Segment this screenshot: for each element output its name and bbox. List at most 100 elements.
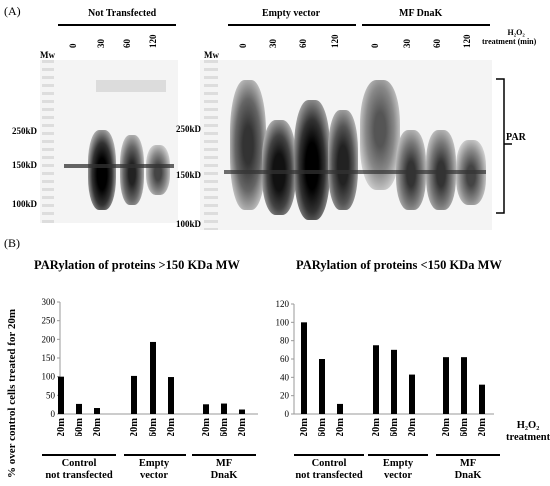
- group-header-not-transfected: Not Transfected: [88, 8, 157, 19]
- chart-title-left: PARylation of proteins >150 KDa MW: [34, 258, 240, 272]
- x-tick-label-2: 120m: [335, 418, 346, 436]
- bar-chart-left: 0 50 100 150 200 250 300 20m 60m 120m 20m 60m 120m 20…: [42, 297, 258, 436]
- bar-5-120m: [409, 374, 415, 414]
- bar-4-60m: [391, 349, 397, 414]
- y-tick-label-120: 120: [276, 299, 290, 309]
- group-line-mf-dnak: [362, 24, 490, 26]
- x-tick-label-0: 20m: [299, 418, 310, 436]
- group-label-0-line-0: Control: [61, 458, 97, 469]
- group-label-5-line-0: MF: [459, 458, 477, 469]
- x-tick-label-1: 60m: [317, 418, 328, 436]
- y-axis-label: % over control cells treated for 20m: [6, 308, 18, 478]
- y-tick-label-20: 20: [280, 391, 290, 401]
- y-tick-label-40: 40: [280, 372, 290, 382]
- y-tick-label-0: 0: [51, 409, 56, 419]
- treatment-label-line1: H₂O₂: [507, 28, 525, 37]
- group-label-2-line-0: MF: [215, 458, 233, 469]
- x-tick-label-7: 60m: [219, 418, 230, 436]
- group-line-empty-vector: [228, 24, 356, 26]
- marker-left-250: 250kD: [12, 126, 38, 136]
- x-tick-label-4: 60m: [148, 418, 159, 436]
- par-bracket: [496, 78, 512, 214]
- treatment-label: H₂O₂ treatment (min): [482, 28, 536, 46]
- bar-1-60m: [76, 403, 82, 414]
- bar-2-120m: [94, 408, 100, 414]
- bar-3-20m: [373, 345, 379, 414]
- group-label-3: Control not transfected: [279, 458, 379, 482]
- bar-chart-right: 0 20 40 60 80 100 120 20m 60m 120m 20m 60m 120m 20m 60…: [276, 299, 494, 436]
- bar-6-20m: [203, 404, 209, 414]
- y-tick-label-100: 100: [276, 317, 290, 327]
- lane-label-empty-vector-120: 120: [330, 34, 340, 49]
- chart-title-right: PARylation of proteins <150 KDa MW: [296, 258, 502, 272]
- x-tick-label-8: 120m: [237, 418, 248, 436]
- group-underline-0: [42, 454, 116, 456]
- group-label-1-line-0: Empty: [138, 458, 170, 469]
- group-label-4-line-0: Empty: [382, 458, 414, 469]
- lane-label-empty-vector-30: 30: [268, 39, 278, 48]
- group-label-5-line-1: DnaK: [454, 470, 482, 481]
- y-tick-label-80: 80: [280, 336, 290, 346]
- bar-7-60m: [221, 403, 227, 414]
- y-tick-label-0: 0: [285, 409, 290, 419]
- group-underline-2: [192, 454, 256, 456]
- bar-0-20m: [58, 376, 64, 414]
- group-line-not-transfected: [58, 24, 176, 26]
- y-tick-label-60: 60: [280, 354, 290, 364]
- x-tick-label-7: 60m: [459, 418, 470, 436]
- group-underline-3: [294, 454, 364, 456]
- western-blot-left: [40, 60, 178, 223]
- bar-8-120m: [479, 384, 485, 414]
- x-annotation: H₂O₂ treatment: [506, 420, 550, 444]
- lane-label-not-transfected-30: 30: [96, 39, 106, 48]
- group-label-3-line-0: Control: [311, 458, 347, 469]
- x-tick-label-3: 20m: [129, 418, 140, 436]
- x-tick-label-1: 60m: [74, 418, 85, 436]
- x-tick-label-5: 120m: [166, 418, 177, 436]
- bar-2-120m: [337, 403, 343, 414]
- lane-label-not-transfected-60: 60: [122, 39, 132, 48]
- group-label-0-line-1: not transfected: [45, 470, 113, 481]
- bar-3-20m: [131, 375, 137, 414]
- group-header-mf-dnak: MF DnaK: [399, 8, 443, 19]
- marker-right-150: 150kD: [176, 170, 202, 180]
- bar-1-60m: [319, 359, 325, 414]
- panel-b-label: (B): [4, 236, 20, 250]
- group-underline-1: [124, 454, 186, 456]
- bar-6-20m: [443, 357, 449, 414]
- bar-8-120m: [239, 409, 245, 414]
- par-label: PAR: [506, 132, 526, 143]
- group-label-5: MF DnaK: [418, 458, 518, 482]
- group-label-4: Empty vector: [348, 458, 448, 482]
- lane-label-mf-dnak-0: 0: [370, 43, 380, 49]
- panel-a-label: (A): [4, 4, 21, 18]
- lane-label-mf-dnak-120: 120: [462, 34, 472, 49]
- group-label-0: Control not transfected: [29, 458, 129, 482]
- x-tick-label-5: 120m: [407, 418, 418, 436]
- x-tick-label-6: 20m: [201, 418, 212, 436]
- lane-label-empty-vector-0: 0: [238, 43, 248, 49]
- lane-label-mf-dnak-60: 60: [432, 39, 442, 48]
- y-tick-label-200: 200: [42, 334, 56, 344]
- lane-label-mf-dnak-30: 30: [402, 39, 412, 48]
- group-label-3-line-1: not transfected: [295, 470, 363, 481]
- bar-7-60m: [461, 357, 467, 414]
- y-tick-label-50: 50: [46, 390, 56, 400]
- x-tick-label-3: 20m: [371, 418, 382, 436]
- y-tick-label-150: 150: [42, 353, 56, 363]
- mw-label-right: Mw: [204, 50, 219, 60]
- group-label-4-line-1: vector: [384, 470, 412, 481]
- y-tick-label-250: 250: [42, 316, 56, 326]
- x-tick-label-6: 20m: [441, 418, 452, 436]
- y-tick-label-100: 100: [42, 372, 56, 382]
- marker-left-150: 150kD: [12, 160, 38, 170]
- group-label-2: MF DnaK: [174, 458, 274, 482]
- bar-4-60m: [150, 341, 156, 414]
- western-blot-right: [200, 60, 492, 230]
- bar-0-20m: [301, 322, 307, 414]
- x-tick-label-2: 120m: [92, 418, 103, 436]
- group-underline-4: [368, 454, 428, 456]
- group-label-1: Empty vector: [104, 458, 204, 482]
- group-label-1-line-1: vector: [140, 470, 168, 481]
- lane-label-not-transfected-0: 0: [68, 43, 78, 49]
